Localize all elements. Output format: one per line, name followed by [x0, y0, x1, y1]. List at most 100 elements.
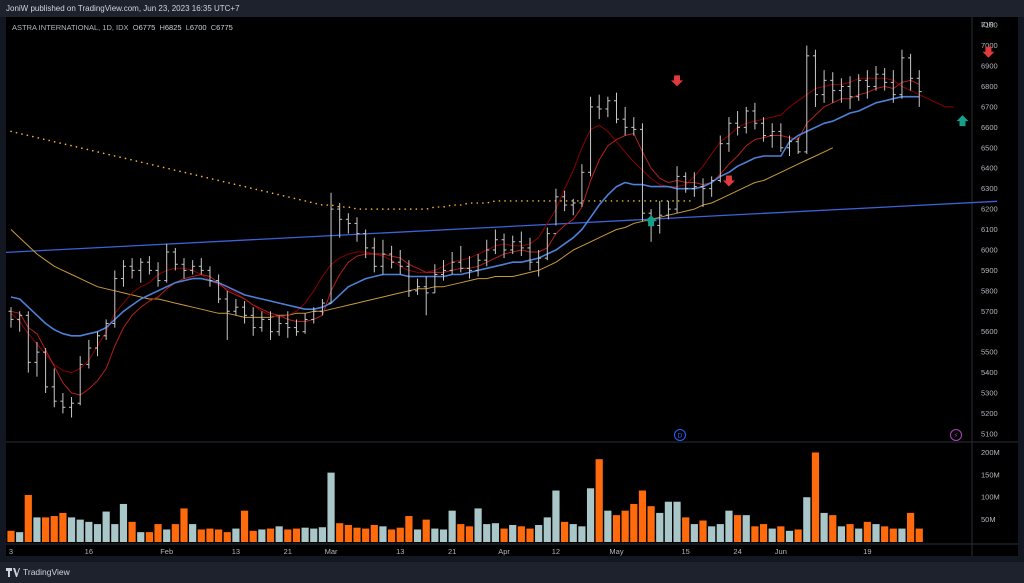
ohlc-bar [319, 299, 325, 316]
ohlc-bar [916, 70, 922, 107]
price-tick-label: 5400 [981, 368, 998, 377]
price-tick-label: 6600 [981, 123, 998, 132]
ohlc-bar [293, 319, 299, 336]
ohlc-bar [224, 290, 230, 340]
volume-bar [881, 526, 889, 542]
volume-bar [829, 515, 837, 542]
ohlc-bar [804, 45, 810, 154]
ma-dotted-line [10, 130, 696, 210]
price-tick-label: 6200 [981, 205, 998, 214]
ohlc-bar [216, 274, 222, 304]
sell-arrow-icon [982, 46, 995, 58]
price-tick-label: 6400 [981, 164, 998, 173]
volume-bar [336, 523, 344, 542]
ohlc-bar [631, 117, 637, 136]
dividend-badge-label: D [678, 433, 683, 440]
volume-bar [249, 530, 257, 542]
earnings-badge-label: ⚡ [954, 432, 959, 440]
high-key: H [159, 23, 165, 32]
volume-bar [578, 526, 586, 542]
ohlc-bar [657, 200, 663, 234]
volume-bar [682, 517, 690, 542]
ohlc-bar [596, 94, 602, 120]
price-tick-label: 7000 [981, 41, 998, 50]
ohlc-bar [588, 96, 594, 177]
volume-bar [561, 521, 569, 542]
volume-bar [266, 528, 275, 542]
volume-bar [171, 524, 179, 542]
ohlc-bar [735, 111, 741, 136]
sma-long-line [10, 147, 834, 318]
volume-bar [59, 512, 67, 542]
volume-bar [751, 526, 759, 542]
volume-bar [855, 528, 863, 542]
ohlc-bar [380, 239, 386, 275]
volume-bar [163, 529, 171, 542]
volume-bar [526, 528, 534, 542]
volume-bar [370, 524, 378, 542]
ohlc-bar [138, 258, 144, 283]
volume-bar [759, 524, 768, 542]
volume-bar [491, 523, 499, 542]
trendline [6, 200, 998, 254]
time-tick-label: 13 [396, 547, 404, 556]
ohlc-bar [501, 233, 507, 259]
ohlc-bar [389, 245, 395, 269]
publish-info: JoniW published on TradingView.com, Jun … [6, 4, 240, 13]
ohlc-bar [890, 70, 896, 103]
ohlc-bar [415, 278, 421, 295]
ohlc-bar [259, 311, 265, 332]
ohlc-bar [458, 245, 464, 273]
ohlc-bar [683, 172, 689, 193]
tradingview-logo[interactable]: TradingView [6, 566, 70, 579]
volume-bar [664, 501, 672, 542]
ohlc-bar [337, 202, 343, 238]
time-tick-label: 19 [863, 547, 871, 556]
volume-bar [863, 521, 871, 542]
volume-bar [742, 515, 750, 542]
volume-bar [907, 512, 915, 542]
ohlc-bar [268, 311, 273, 340]
ohlc-bar [873, 66, 879, 91]
ohlc-bar [864, 70, 870, 99]
ema-slow-line [10, 77, 954, 374]
chart-area[interactable]: IDR 7100 7000 6900 6800 6700 6600 6500 6400 6300 6… [6, 17, 1018, 556]
volume-bar [215, 529, 223, 542]
volume-bar [396, 527, 404, 542]
buy-arrow-icon [645, 215, 658, 227]
volume-bar [111, 524, 119, 542]
volume-bar [656, 512, 664, 542]
tradingview-brand: TradingView [23, 567, 70, 577]
volume-bar [50, 516, 58, 542]
price-tick-label: 5300 [981, 389, 998, 398]
ohlc-bar [527, 237, 533, 271]
volume-bar [474, 508, 482, 542]
price-tick-label: 5100 [981, 429, 998, 438]
volume-bar [630, 503, 638, 542]
sell-arrow-icon [671, 75, 684, 87]
ohlc-bar [354, 217, 360, 242]
volume-bar [734, 515, 742, 542]
volume-bar [93, 524, 102, 542]
volume-bar [915, 528, 923, 542]
volume-bar [794, 529, 802, 542]
ohlc-bar [51, 368, 57, 408]
ohlc-bar [614, 92, 619, 124]
volume-bar [7, 530, 15, 542]
price-tick-label: 5500 [981, 348, 998, 357]
volume-bar [716, 524, 724, 542]
ohlc-bar [812, 49, 818, 107]
ohlc-bar [34, 341, 40, 377]
volume-bar [483, 524, 491, 542]
symbol-legend: ASTRA INTERNATIONAL, 1D, IDX O6775 H6825… [12, 23, 233, 32]
volume-bar [327, 472, 335, 542]
open-value: 6775 [138, 23, 156, 32]
ohlc-bar [821, 70, 827, 103]
volume-bar [154, 524, 162, 542]
time-tick-label: 12 [552, 547, 560, 556]
ohlc-bar [276, 315, 282, 336]
ohlc-bar [363, 229, 369, 259]
volume-bar [439, 529, 448, 542]
time-tick-label: 16 [85, 547, 93, 556]
ohlc-bar [518, 231, 524, 257]
